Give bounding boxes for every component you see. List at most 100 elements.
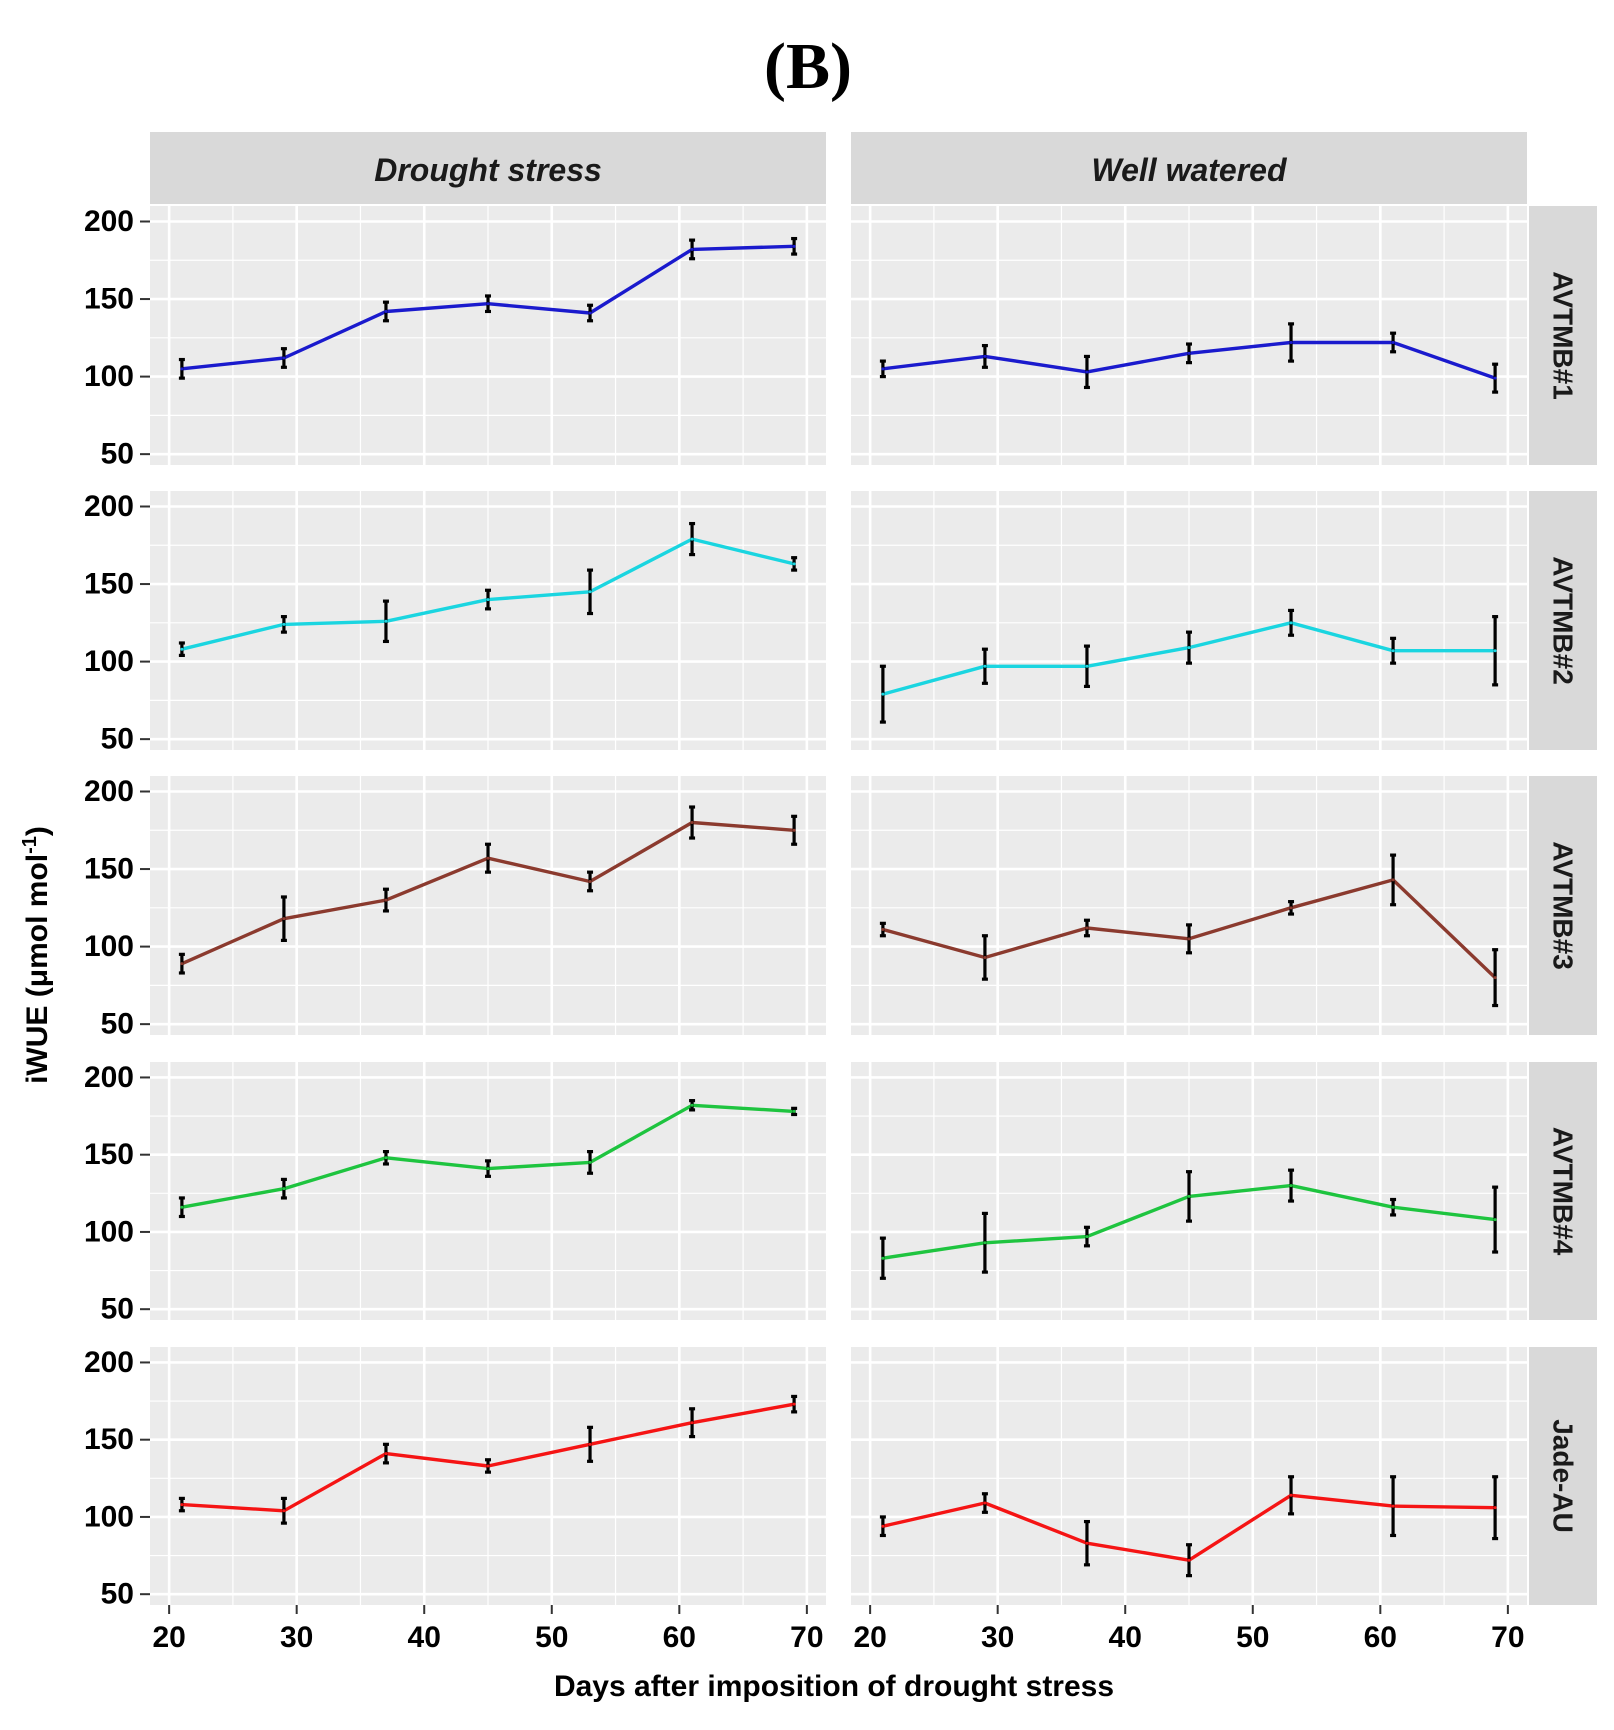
x-tick-label: 60 — [663, 1621, 696, 1654]
y-tick-label: 100 — [84, 1215, 134, 1248]
error-bar — [178, 1196, 185, 1219]
x-tick-label: 40 — [408, 1621, 441, 1654]
row-strip-label: AVTMB#4 — [1548, 1127, 1579, 1256]
data-point — [881, 367, 885, 371]
error-bar — [1186, 923, 1192, 955]
data-point — [1289, 1493, 1293, 1497]
row-strip-label: AVTMB#2 — [1548, 556, 1579, 685]
error-bar — [587, 303, 594, 323]
error-bar — [981, 647, 988, 685]
error-bar — [879, 1236, 886, 1280]
data-point — [588, 879, 592, 883]
data-point — [983, 354, 987, 358]
row-strip-label: Jade-AU — [1548, 1419, 1579, 1533]
error-bar — [485, 588, 491, 611]
y-tick-label: 150 — [84, 568, 134, 601]
data-point — [1289, 621, 1293, 625]
y-tick-label: 50 — [101, 723, 134, 756]
data-point — [1085, 664, 1089, 668]
y-tick-label: 150 — [84, 853, 134, 886]
error-bar — [879, 921, 886, 938]
y-axis-title: iWUE (μmol mol-1) — [19, 826, 54, 1084]
column-strip-label: Well watered — [1091, 152, 1287, 188]
data-point — [983, 1501, 987, 1505]
x-tick-label: 20 — [152, 1621, 185, 1654]
data-point — [180, 1205, 184, 1209]
y-tick-label: 100 — [84, 360, 134, 393]
error-bar — [382, 887, 389, 913]
data-point — [1391, 878, 1395, 882]
y-tick-label: 100 — [84, 645, 134, 678]
data-point — [1085, 370, 1089, 374]
error-bar — [1390, 636, 1397, 665]
data-point — [983, 1241, 987, 1245]
data-point — [690, 821, 694, 825]
error-bar — [1288, 900, 1295, 916]
data-point — [282, 622, 286, 626]
data-point — [588, 311, 592, 315]
data-point — [1289, 1184, 1293, 1188]
y-tick-label: 50 — [101, 438, 134, 471]
data-point — [1493, 1506, 1497, 1510]
data-point — [881, 692, 885, 696]
y-tick-label: 200 — [84, 775, 134, 808]
panel-avtmb-4-well-watered — [851, 1062, 1527, 1320]
data-point — [792, 244, 796, 248]
column-strip-drought-stress — [150, 132, 826, 204]
data-point — [792, 1109, 796, 1113]
error-bar — [1492, 1475, 1499, 1541]
data-point — [1391, 1504, 1395, 1508]
error-bar — [1186, 630, 1192, 665]
data-point — [1391, 340, 1395, 344]
error-bar — [791, 1106, 798, 1117]
y-axis-title-superscript: -1 — [19, 836, 41, 854]
panel-jade-au-well-watered — [851, 1347, 1527, 1605]
error-bar — [1492, 1185, 1499, 1254]
error-bar — [485, 842, 491, 874]
y-axis-title-main: iWUE (μmol mol — [21, 854, 54, 1084]
error-bar — [382, 1442, 389, 1465]
data-point — [282, 1187, 286, 1191]
error-bar — [981, 934, 988, 981]
data-point — [384, 309, 388, 313]
error-bar — [791, 556, 798, 572]
x-tick-label: 50 — [1236, 1621, 1269, 1654]
error-bar — [485, 294, 491, 314]
error-bar — [587, 1425, 594, 1463]
data-point — [1085, 1541, 1089, 1545]
y-tick-label: 50 — [101, 1008, 134, 1041]
error-bar — [1492, 615, 1499, 687]
error-bar — [485, 1458, 491, 1474]
data-point — [282, 356, 286, 360]
x-tick-label: 20 — [853, 1621, 886, 1654]
error-bar — [1492, 948, 1499, 1008]
data-point — [792, 562, 796, 566]
data-point — [983, 664, 987, 668]
error-bar — [280, 895, 287, 942]
data-point — [1187, 937, 1191, 941]
error-bar — [280, 1177, 287, 1200]
data-point — [384, 619, 388, 623]
error-bar — [1288, 1475, 1295, 1516]
data-point — [282, 917, 286, 921]
panel-jade-au-drought-stress — [150, 1347, 826, 1605]
row-strip-avtmb-3 — [1529, 776, 1597, 1035]
error-bar — [382, 1150, 389, 1166]
error-bar — [689, 521, 696, 557]
panel-avtmb-2-drought-stress — [150, 491, 826, 750]
error-bar — [1186, 1170, 1192, 1223]
panel-avtmb-4-drought-stress — [150, 1062, 826, 1320]
y-tick-label: 150 — [84, 1138, 134, 1171]
data-point — [690, 1103, 694, 1107]
x-tick-label: 70 — [1491, 1621, 1524, 1654]
data-point — [1493, 376, 1497, 380]
error-bar — [1492, 362, 1499, 394]
error-bar — [791, 1394, 798, 1414]
data-point — [588, 1442, 592, 1446]
panel-avtmb-3-drought-stress — [150, 776, 826, 1035]
error-bar — [178, 357, 185, 380]
error-bar — [587, 870, 594, 893]
error-bar — [1288, 608, 1295, 637]
data-point — [282, 1509, 286, 1513]
